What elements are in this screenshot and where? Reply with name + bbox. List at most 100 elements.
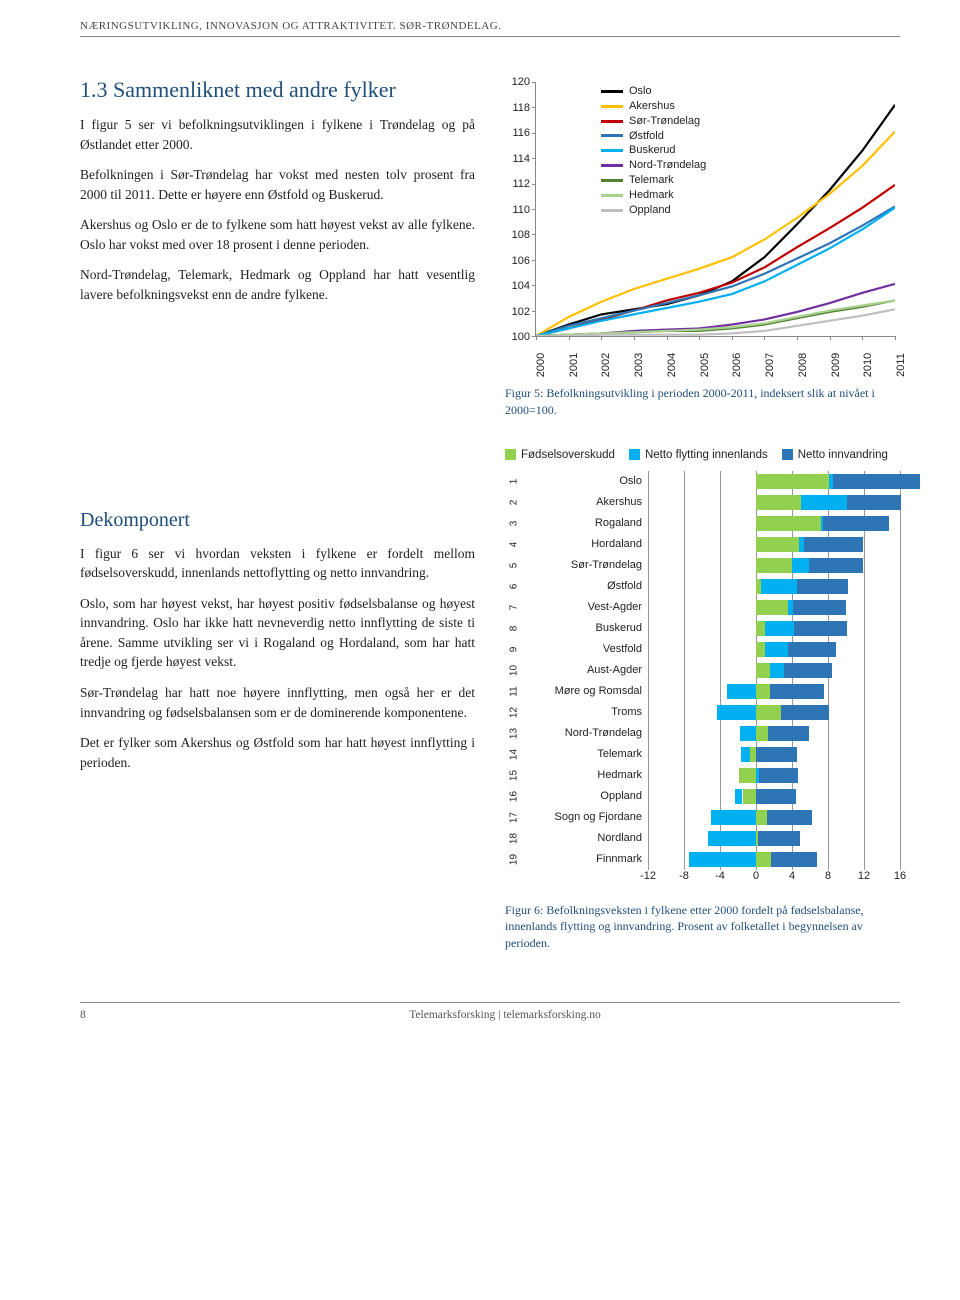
bar-label: Vest-Agder bbox=[523, 601, 648, 613]
bar-segment bbox=[759, 768, 799, 783]
bar-segment bbox=[756, 537, 799, 552]
bar-row: 16Oppland bbox=[505, 786, 900, 807]
bar-rank: 2 bbox=[509, 493, 520, 511]
bar-row: 8Buskerud bbox=[505, 618, 900, 639]
x-tick-label: 2007 bbox=[764, 353, 776, 377]
series-line bbox=[536, 206, 895, 336]
bar-segment bbox=[727, 684, 756, 699]
bar-row: 11Møre og Romsdal bbox=[505, 681, 900, 702]
legend-swatch bbox=[601, 105, 623, 108]
bar-segment bbox=[756, 789, 796, 804]
bar-segment bbox=[756, 621, 765, 636]
bar-track bbox=[648, 830, 900, 847]
legend-label: Buskerud bbox=[629, 143, 675, 158]
bar-segment bbox=[756, 495, 801, 510]
bar-segment bbox=[756, 810, 767, 825]
bar-rank: 3 bbox=[509, 514, 520, 532]
bar-segment bbox=[793, 600, 846, 615]
legend-item: Nord-Trøndelag bbox=[601, 158, 706, 173]
bar-row: 5Sør-Trøndelag bbox=[505, 555, 900, 576]
legend-swatch bbox=[782, 449, 793, 460]
bar-row: 17Sogn og Fjordane bbox=[505, 807, 900, 828]
bar-rank: 18 bbox=[509, 829, 520, 847]
bar-segment bbox=[741, 747, 750, 762]
line-chart: 100102104106108110112114116118120 OsloAk… bbox=[505, 77, 900, 377]
bar-track bbox=[648, 557, 900, 574]
legend-item: Hedmark bbox=[601, 188, 706, 203]
legend-label: Nord-Trøndelag bbox=[629, 158, 706, 173]
bar-segment bbox=[743, 789, 757, 804]
bar-segment bbox=[756, 684, 770, 699]
footer-text: Telemarksforsking | telemarksforsking.no bbox=[110, 1009, 900, 1021]
bar-segment bbox=[717, 705, 756, 720]
x-tick-label: 8 bbox=[825, 870, 831, 882]
x-tick-label: 2001 bbox=[568, 353, 580, 377]
legend-swatch bbox=[601, 149, 623, 152]
bar-segment bbox=[797, 579, 847, 594]
bar-segment bbox=[756, 747, 797, 762]
bar-row: 13Nord-Trøndelag bbox=[505, 723, 900, 744]
bar-row: 3Rogaland bbox=[505, 513, 900, 534]
bar-rank: 10 bbox=[509, 661, 520, 679]
bar-rank: 16 bbox=[509, 787, 520, 805]
legend-label: Oslo bbox=[629, 84, 652, 99]
legend-item: Fødselsoverskudd bbox=[505, 449, 615, 461]
section-dekomponert: Dekomponert I figur 6 ser vi hvordan vek… bbox=[80, 449, 475, 952]
bar-segment bbox=[756, 663, 770, 678]
bar-track bbox=[648, 725, 900, 742]
bar-label: Vestfold bbox=[523, 643, 648, 655]
series-line bbox=[536, 208, 895, 336]
para: Nord-Trøndelag, Telemark, Hedmark og Opp… bbox=[80, 265, 475, 304]
bar-segment bbox=[756, 474, 829, 489]
bar-row: 18Nordland bbox=[505, 828, 900, 849]
bar-segment bbox=[847, 495, 901, 510]
y-tick-label: 108 bbox=[512, 229, 530, 241]
bar-row: 2Akershus bbox=[505, 492, 900, 513]
bar-segment bbox=[689, 852, 757, 867]
figure-5: 100102104106108110112114116118120 OsloAk… bbox=[505, 77, 900, 419]
bar-segment bbox=[756, 852, 771, 867]
bar-label: Oppland bbox=[523, 790, 648, 802]
legend-item: Akershus bbox=[601, 99, 706, 114]
y-tick-label: 106 bbox=[512, 255, 530, 267]
legend-label: Akershus bbox=[629, 99, 675, 114]
legend-swatch bbox=[629, 449, 640, 460]
para: Akershus og Oslo er de to fylkene som ha… bbox=[80, 215, 475, 254]
bar-row: 6Østfold bbox=[505, 576, 900, 597]
bar-segment bbox=[794, 621, 847, 636]
x-tick-label: 2009 bbox=[830, 353, 842, 377]
bar-segment bbox=[756, 600, 788, 615]
y-tick-label: 118 bbox=[512, 102, 530, 114]
bar-segment bbox=[735, 789, 742, 804]
bar-segment bbox=[823, 516, 890, 531]
sub-title: Dekomponert bbox=[80, 509, 475, 532]
bar-rank: 15 bbox=[509, 766, 520, 784]
bar-segment bbox=[756, 516, 821, 531]
bar-track bbox=[648, 809, 900, 826]
bar-row: 14Telemark bbox=[505, 744, 900, 765]
bar-track bbox=[648, 536, 900, 553]
series-line bbox=[536, 132, 895, 336]
upper-section: 1.3 Sammenliknet med andre fylker I figu… bbox=[80, 77, 900, 419]
x-tick-label: 2006 bbox=[731, 353, 743, 377]
bar-label: Sør-Trøndelag bbox=[523, 559, 648, 571]
x-tick-label: -8 bbox=[679, 870, 689, 882]
bar-rank: 9 bbox=[509, 640, 520, 658]
section-title: 1.3 Sammenliknet med andre fylker bbox=[80, 77, 475, 103]
bar-label: Østfold bbox=[523, 580, 648, 592]
bar-label: Akershus bbox=[523, 496, 648, 508]
y-tick-label: 102 bbox=[512, 306, 530, 318]
bar-segment bbox=[809, 558, 863, 573]
bar-label: Nord-Trøndelag bbox=[523, 727, 648, 739]
x-tick-label: 2004 bbox=[666, 353, 678, 377]
legend-label: Oppland bbox=[629, 203, 671, 218]
para: I figur 5 ser vi befolkningsutviklingen … bbox=[80, 115, 475, 154]
bar-rank: 12 bbox=[509, 703, 520, 721]
figure-6: Fødselsoverskudd Netto flytting innenland… bbox=[505, 449, 900, 952]
bar-label: Troms bbox=[523, 706, 648, 718]
bar-segment bbox=[739, 768, 756, 783]
y-tick-label: 116 bbox=[512, 127, 530, 139]
bar-track bbox=[648, 767, 900, 784]
bar-segment bbox=[770, 684, 825, 699]
legend-label: Netto flytting innenlands bbox=[645, 449, 768, 461]
